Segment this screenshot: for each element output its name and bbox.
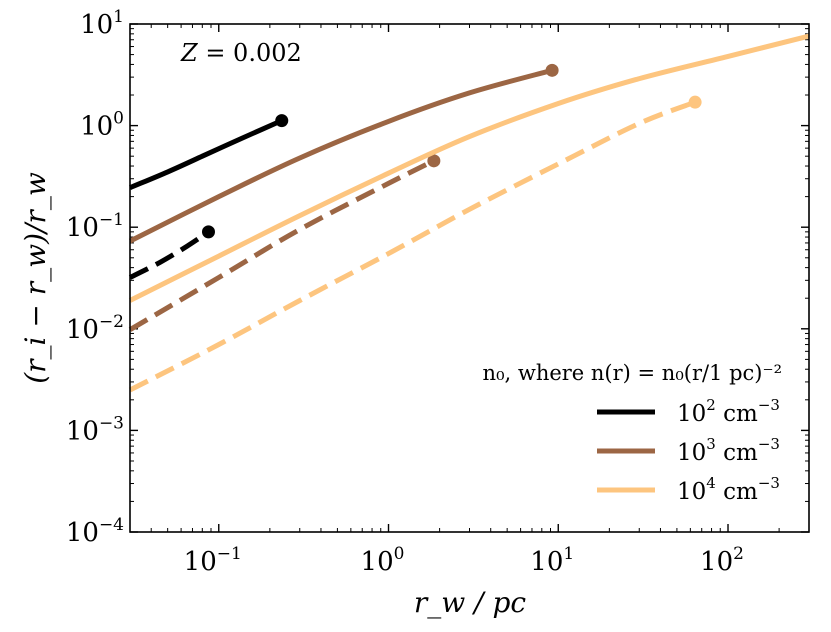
y-tick-label: 10−2 [66,312,124,345]
y-tick-label: 101 [80,7,124,40]
minor-ticks [129,24,810,532]
series-endpoint-marker [427,154,441,168]
major-ticks [130,23,809,533]
series-line [129,118,283,190]
z-annotation: Z = 0.002 [180,39,302,67]
series-line [128,99,696,393]
x-tick-label: 102 [700,544,744,577]
y-tick-label: 10−4 [66,515,124,548]
x-tick-labels: 10−1 100 101 102 [184,544,744,577]
legend-title: n₀, where n(r) = n₀(r/1 pc)⁻² [483,361,782,385]
legend: n₀, where n(r) = n₀(r/1 pc)⁻² 102 cm−310… [483,361,782,505]
legend-entries: 102 cm−3 103 cm−3 104 cm−3 [597,396,780,505]
series-line [128,229,210,280]
x-tick-label: 100 [361,544,405,577]
x-tick-label: 101 [530,544,574,577]
plot-frame [129,23,810,533]
legend-label: 103 cm−3 [677,435,780,466]
x-axis-title: r_w / pc [414,586,527,619]
y-tick-label: 100 [80,109,124,142]
x-tick-label: 10−1 [184,544,242,577]
series-endpoint-marker [545,63,559,77]
series-endpoint-marker [201,225,215,239]
y-axis-title: (r_i − r_w)/r_w [19,172,52,384]
series-layer [128,33,810,393]
series-line [128,67,553,244]
series-endpoint-marker [275,114,289,128]
legend-label: 104 cm−3 [677,474,780,505]
series-endpoint-marker [688,95,702,109]
series-line [128,158,436,332]
y-tick-label: 10−3 [66,413,124,446]
series-line [128,33,810,303]
y-tick-labels: 10−4 10−3 10−2 10−1 100 101 [66,7,124,548]
y-tick-label: 10−1 [66,210,124,243]
legend-label: 102 cm−3 [677,396,780,427]
